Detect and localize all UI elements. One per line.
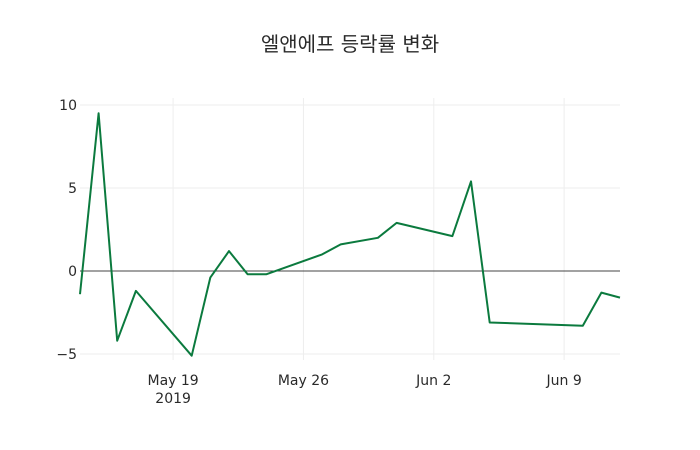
x-tick-label: Jun 9 [546,373,582,389]
y-tick-label: 10 [59,98,77,114]
x-tick-label: May 26 [278,373,329,389]
gridlines [80,98,620,360]
data-series-line [79,112,621,357]
y-tick-label: 0 [68,264,77,280]
y-tick-label: −5 [56,347,77,363]
x-axis-ticks: May 19 2019 May 26 Jun 2 Jun 9 [147,373,581,407]
x-tick-label: May 19 [147,373,198,389]
chart-title: 엘앤에프 등락률 변화 [260,32,440,56]
y-tick-label: 5 [68,181,77,197]
y-axis-ticks: 10 5 0 −5 [56,98,77,363]
x-tick-label: Jun 2 [415,373,451,389]
series-line [79,112,621,357]
x-tick-year-label: 2019 [155,391,191,407]
